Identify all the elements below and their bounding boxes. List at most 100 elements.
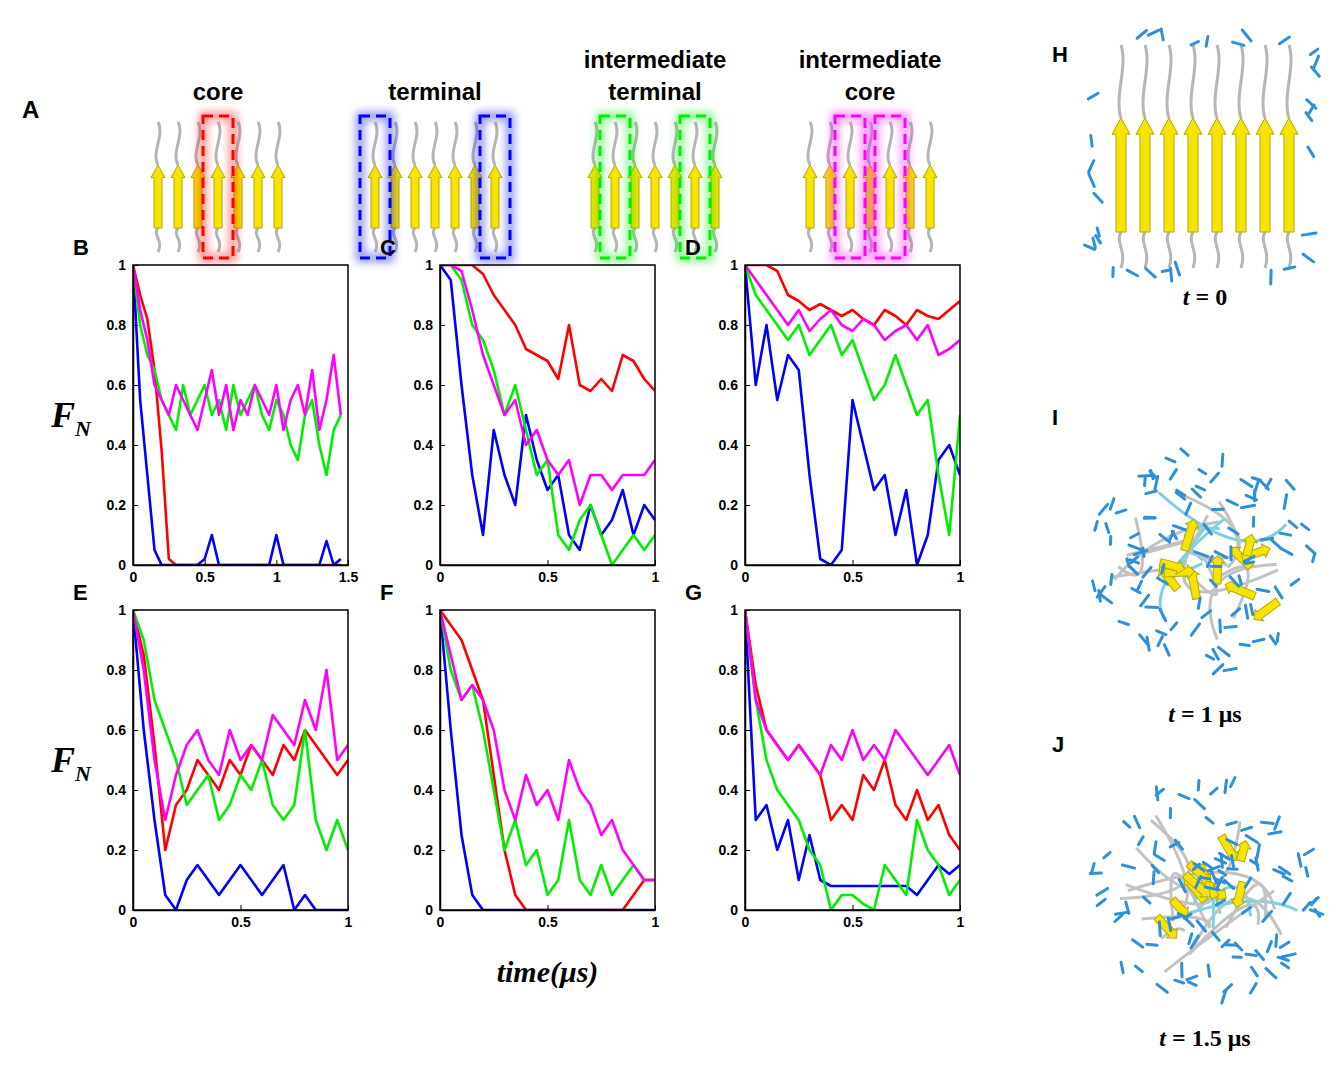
beta-strand	[648, 165, 662, 228]
coil	[433, 122, 437, 165]
solvent	[1085, 245, 1095, 249]
beta-strand	[1112, 118, 1130, 232]
region-box	[480, 116, 510, 258]
tick-mark	[241, 905, 242, 910]
solvent	[1307, 100, 1316, 109]
tick-label: 0	[742, 914, 750, 930]
axis-line	[133, 611, 135, 911]
y-axis: 00.20.40.60.81	[414, 257, 445, 573]
tick-mark	[133, 265, 138, 266]
solvent	[1215, 552, 1227, 558]
tick-mark	[745, 610, 750, 611]
solvent	[1230, 577, 1239, 587]
tick-label: 1.5	[339, 569, 359, 585]
y-tick: 0	[730, 902, 750, 918]
beta-strand	[1167, 895, 1193, 921]
solvent	[1218, 620, 1222, 632]
solvent	[1211, 565, 1221, 568]
plot-frame	[440, 610, 655, 910]
tick-label: 0	[730, 557, 738, 573]
tick-label: 1	[425, 602, 433, 618]
snapshot-caption: t = 1.5 μs	[1159, 1025, 1250, 1051]
solvent	[1172, 531, 1176, 538]
solvent	[1245, 562, 1254, 563]
beta-strand	[271, 165, 285, 228]
tick-label: 0.4	[414, 782, 434, 798]
beta-strand	[803, 165, 817, 228]
beta-strand	[1180, 869, 1214, 901]
solvent	[1233, 42, 1245, 45]
solvent	[1191, 936, 1198, 948]
solvent	[1188, 982, 1196, 986]
beta-strand	[1178, 517, 1201, 552]
solvent	[1158, 637, 1162, 646]
tick-label: 0.6	[107, 377, 127, 393]
solvent	[1154, 842, 1156, 854]
solvent	[1152, 872, 1156, 884]
solvent	[1202, 611, 1211, 618]
tick-label: 0.4	[719, 437, 739, 453]
y-tick: 0	[425, 902, 445, 918]
tick-label: 0.4	[719, 782, 739, 798]
solvent	[1135, 966, 1142, 972]
tick-mark	[133, 850, 138, 851]
solvent	[1127, 270, 1137, 276]
y-tick: 0.8	[414, 317, 445, 333]
solvent	[1131, 557, 1137, 563]
solvent	[1222, 940, 1229, 947]
tick-label: 0.8	[414, 317, 434, 333]
solvent	[1170, 470, 1176, 480]
solvent	[1179, 879, 1185, 891]
solvent	[1158, 922, 1162, 936]
tick-label: 1	[957, 569, 965, 585]
solvent	[1093, 581, 1095, 591]
solvent	[1231, 778, 1235, 787]
coil	[373, 228, 376, 252]
solvent	[1283, 876, 1292, 881]
region-glow	[835, 116, 865, 258]
tick-mark	[745, 385, 750, 386]
coil	[413, 122, 417, 165]
solvent	[1140, 635, 1148, 644]
solvent	[1224, 669, 1236, 671]
solvent	[1280, 942, 1289, 947]
solvent	[1158, 578, 1168, 584]
solvent	[1280, 548, 1292, 554]
beta-strand	[1280, 118, 1298, 232]
solvent	[1129, 545, 1141, 549]
tick-label: 1	[345, 914, 353, 930]
tick-mark	[745, 505, 750, 506]
y-tick: 1	[118, 602, 138, 618]
coil	[156, 228, 159, 252]
y-tick: 0.4	[107, 782, 138, 798]
coil	[493, 122, 497, 165]
panel-label: B	[73, 235, 89, 260]
solvent	[1092, 864, 1095, 874]
solvent	[1121, 962, 1123, 972]
plot-area	[745, 265, 960, 565]
solvent	[1277, 634, 1278, 642]
solvent	[1143, 478, 1147, 486]
snapshot-caption: t = 0	[1183, 284, 1227, 310]
y-axis: 00.20.40.60.81	[719, 602, 750, 918]
tick-mark	[133, 445, 138, 446]
coil	[1143, 45, 1147, 118]
solvent	[1138, 837, 1143, 845]
solvent	[1130, 567, 1137, 574]
solvent	[1180, 963, 1183, 976]
tick-mark	[440, 730, 445, 731]
tick-mark	[440, 445, 445, 446]
tick-label: 0.6	[107, 722, 127, 738]
solvent	[1147, 944, 1157, 945]
series-line	[133, 265, 341, 565]
solvent	[1181, 449, 1188, 456]
region-title: intermediateterminal	[584, 46, 727, 105]
solvent	[1144, 517, 1155, 520]
plot-area	[440, 265, 655, 565]
beta-strand	[1256, 118, 1274, 232]
tick-label: 0.8	[107, 317, 127, 333]
tick-mark	[745, 910, 750, 911]
y-tick: 0.6	[107, 722, 138, 738]
solvent	[1201, 878, 1210, 879]
series-line	[440, 265, 655, 550]
